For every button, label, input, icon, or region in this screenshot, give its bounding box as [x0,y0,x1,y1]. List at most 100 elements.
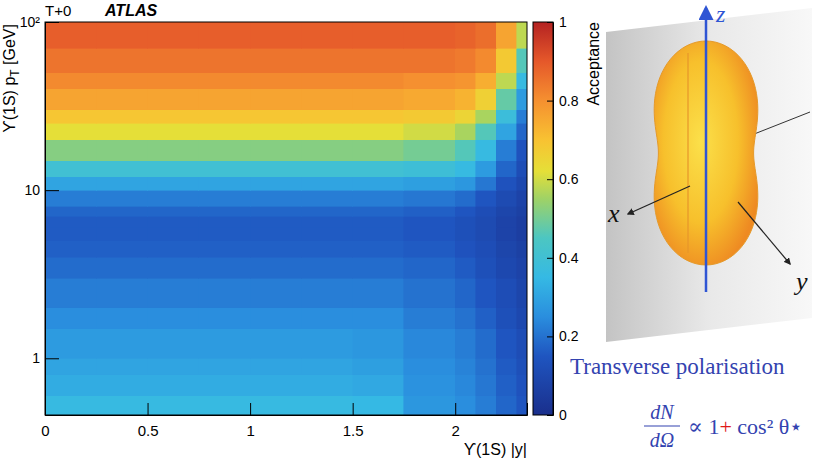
heatmap-cell [199,257,250,278]
heatmap-cell [301,89,352,110]
x-tick-mark [353,403,354,415]
heatmap-cell [496,329,517,359]
x-axis-line [46,403,528,416]
heatmap-cell [455,123,476,139]
heatmap-cell [455,278,476,308]
colorbar-tick-mark [547,258,553,259]
heatmap-cell [496,358,517,374]
colorbar-title: Acceptance [585,22,602,106]
heatmap-cell [353,161,404,177]
heatmap-cell [476,396,497,415]
x-tick-label: 0.5 [138,422,159,439]
heatmap-cell [45,358,96,374]
heatmap-cell [148,329,199,359]
heatmap-cell [45,89,96,110]
heatmap-cell [250,89,301,110]
heatmap-cell [96,216,147,227]
heatmap-cell [250,123,301,139]
heatmap-cell [301,375,352,396]
heatmap-cell [353,140,404,161]
heatmap-cell [353,206,404,216]
heatmap-cell [404,161,455,177]
heatmap-cell [96,227,147,240]
colorbar-tick-label: 1 [559,14,567,30]
heatmap-cell [476,227,497,240]
heatmap-cell [517,22,527,48]
y-tick: 10 [24,182,59,198]
heatmap-cell [517,48,527,73]
heatmap-cell [199,308,250,329]
heatmap-cell [148,190,199,206]
colorbar-tick-label: 0.6 [559,171,579,187]
colorbar-tick-label: 0.8 [559,93,579,109]
heatmap-cell [517,227,527,240]
heatmap-cell [45,375,96,396]
heatmap-cell [45,257,96,278]
heatmap-cell [45,48,96,73]
heatmap-cell [404,110,455,123]
heatmap-cell [455,329,476,359]
heatmap-cell [404,396,455,415]
heatmap-cell [455,177,476,190]
formula-denominator: dΩ [650,429,674,451]
heatmap-cell [45,329,96,359]
heatmap-cell [476,140,497,161]
formula-part: cos² θ⋆ [732,414,803,439]
heatmap-cell [476,161,497,177]
heatmap-cell [96,123,147,139]
heatmap-cell [96,206,147,216]
heatmap-cell [476,73,497,89]
y-tick-mark [45,358,59,359]
heatmap-cell [496,48,517,73]
heatmap-cell [199,329,250,359]
chart-title: T+0 [45,2,71,19]
x-tick-label: 0 [41,422,49,439]
x-tick-label: 1.5 [343,422,364,439]
heatmap-cell [96,257,147,278]
colorbar-tick-mark [547,336,553,337]
heatmap-cell [353,257,404,278]
heatmap-cell [353,73,404,89]
heatmap-cell [455,241,476,257]
heatmap-cell [476,329,497,359]
heatmap-cell [353,278,404,308]
colorbar-tick: 0 [547,407,567,423]
y-axis-arrow [738,202,790,264]
heatmap-cell [96,140,147,161]
heatmap-cell [476,89,497,110]
y-tick-label: 1 [32,350,40,366]
heatmap-cell [250,206,301,216]
heatmap-cell [250,257,301,278]
heatmap-cell [45,22,96,48]
heatmap-cell [199,73,250,89]
heatmap-cell [455,375,476,396]
shape-seam [687,53,689,253]
heatmap-cell [404,140,455,161]
heatmap-cell [455,216,476,227]
y-label: y [793,267,808,296]
heatmap-cell [517,396,527,415]
heatmap-cell [517,177,527,190]
heatmap-cell [96,110,147,123]
heatmap-cell [45,110,96,123]
heatmap-cell [250,329,301,359]
heatmap-cell [476,190,497,206]
heatmap-cell [250,48,301,73]
heatmap-cell [250,241,301,257]
heatmap-cell [148,48,199,73]
heatmap-cell [404,257,455,278]
heatmap-cell [476,206,497,216]
heatmap-cell [496,278,517,308]
z-label: z [715,1,726,27]
heatmap-cell [404,190,455,206]
heatmap-cell [250,227,301,240]
heatmap-cell [96,396,147,415]
heatmap-cell [301,257,352,278]
heatmap-cell [148,73,199,89]
heatmap-cell [250,358,301,374]
heatmap-cell [496,227,517,240]
heatmap-cell [353,216,404,227]
heatmap-cell [96,22,147,48]
heatmap-cell [404,123,455,139]
x-tick-mark [250,403,251,415]
